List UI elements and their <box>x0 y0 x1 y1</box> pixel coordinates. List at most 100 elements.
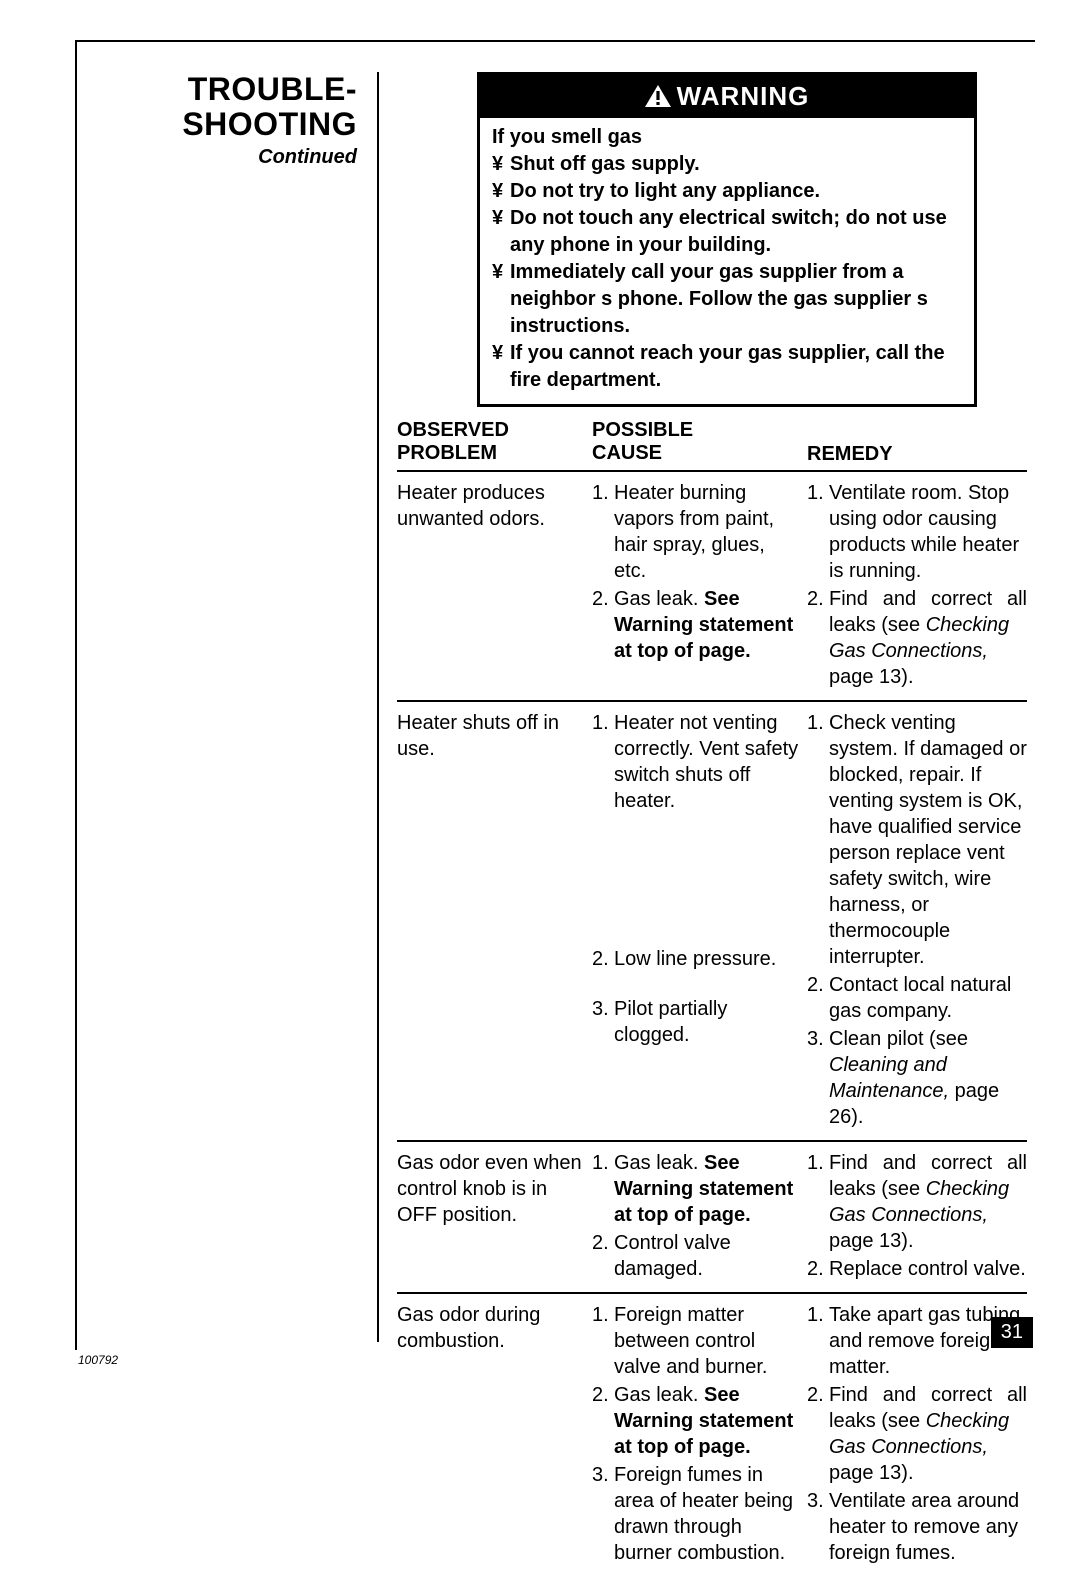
cause-cell: 1.Heater burning vapors from paint, hair… <box>592 480 807 692</box>
cause-item: 2.Control valve damaged. <box>592 1230 799 1282</box>
list-number: 3. <box>807 1026 829 1130</box>
bullet-char: ¥ <box>492 151 510 178</box>
warning-bullet-text: Do not touch any electrical switch; do n… <box>510 205 962 259</box>
remedy-text: Replace control valve. <box>829 1256 1027 1282</box>
list-number: 2. <box>592 946 614 972</box>
warning-bullet-text: Do not try to light any appliance. <box>510 178 962 205</box>
list-number: 3. <box>592 996 614 1048</box>
spacer <box>592 816 799 946</box>
remedy-text: Clean pilot (see Cleaning and Maintenanc… <box>829 1026 1027 1130</box>
list-number: 1. <box>592 480 614 584</box>
list-number: 2. <box>807 1256 829 1282</box>
list-number: 3. <box>592 1462 614 1566</box>
list-number: 1. <box>807 710 829 970</box>
bullet-char: ¥ <box>492 259 510 340</box>
warning-bullet-item: ¥Immediately call your gas supplier from… <box>492 259 962 340</box>
bullet-char: ¥ <box>492 340 510 394</box>
problem-cell: Gas odor during combustion. <box>397 1302 592 1568</box>
cause-text: Foreign fumes in area of heater being dr… <box>614 1462 799 1566</box>
remedy-rest: leaks (see <box>829 614 926 636</box>
warning-bullet-item: ¥Do not try to light any appliance. <box>492 178 962 205</box>
remedy-item: 2.Find and correct allleaks (see Checkin… <box>807 1382 1027 1486</box>
page-frame: TROUBLE- SHOOTING Continued WARNING If y… <box>75 40 1035 1350</box>
header-observed: OBSERVED PROBLEM <box>397 419 592 466</box>
list-number: 1. <box>592 1150 614 1228</box>
warning-header: WARNING <box>480 75 974 118</box>
vertical-rule <box>377 72 379 1342</box>
cause-item: 1.Gas leak. See Warning statement at top… <box>592 1150 799 1228</box>
remedy-text: Ventilate room. Stop using odor causing … <box>829 480 1027 584</box>
remedy-text: Find and correct allleaks (see Checking … <box>829 1150 1027 1254</box>
justified-line: Find and correct all <box>829 586 1027 612</box>
remedy-cell: 1.Check venting system. If damaged or bl… <box>807 710 1027 1132</box>
bullet-char: ¥ <box>492 178 510 205</box>
list-number: 1. <box>807 480 829 584</box>
remedy-item: 2.Contact local natural gas company. <box>807 972 1027 1024</box>
document-id: 100792 <box>78 1353 118 1367</box>
cause-item: 1.Foreign matter between control valve a… <box>592 1302 799 1380</box>
remedy-item: 1.Check venting system. If damaged or bl… <box>807 710 1027 970</box>
list-number: 2. <box>807 586 829 690</box>
cause-text: Foreign matter between control valve and… <box>614 1302 799 1380</box>
remedy-text: Find and correct allleaks (see Checking … <box>829 1382 1027 1486</box>
remedy-rest: leaks (see <box>829 1410 926 1432</box>
problem-cell: Heater shuts off in use. <box>397 710 592 1132</box>
remedy-item: 1.Find and correct allleaks (see Checkin… <box>807 1150 1027 1254</box>
cause-cell: 1.Heater not venting correctly. Vent saf… <box>592 710 807 1132</box>
warning-bullet-item: ¥If you cannot reach your gas supplier, … <box>492 340 962 394</box>
cause-cell: 1.Gas leak. See Warning statement at top… <box>592 1150 807 1284</box>
list-number: 2. <box>592 586 614 664</box>
remedy-text: Check venting system. If damaged or bloc… <box>829 710 1027 970</box>
header-cause-l1: POSSIBLE <box>592 419 693 441</box>
warning-bullet-text: Immediately call your gas supplier from … <box>510 259 962 340</box>
header-cause: POSSIBLE CAUSE <box>592 419 807 466</box>
header-remedy: REMEDY <box>807 419 1027 466</box>
bold-ref: See Warning statement at top of page. <box>614 1152 793 1226</box>
list-number: 2. <box>807 972 829 1024</box>
cause-item: 1.Heater not venting correctly. Vent saf… <box>592 710 799 814</box>
header-observed-l1: OBSERVED <box>397 419 509 441</box>
problem-cell: Gas odor even when control knob is in OF… <box>397 1150 592 1284</box>
remedy-item: 3.Clean pilot (see Cleaning and Maintena… <box>807 1026 1027 1130</box>
cause-item: 2.Gas leak. See Warning statement at top… <box>592 586 799 664</box>
remedy-cell: 1.Find and correct allleaks (see Checkin… <box>807 1150 1027 1284</box>
cause-text: Heater burning vapors from paint, hair s… <box>614 480 799 584</box>
cause-text: Control valve damaged. <box>614 1230 799 1282</box>
cause-text: Gas leak. See Warning statement at top o… <box>614 1150 799 1228</box>
cause-text: Gas leak. See Warning statement at top o… <box>614 1382 799 1460</box>
warning-bullet-text: If you cannot reach your gas supplier, c… <box>510 340 962 394</box>
warning-bullet-text: Shut off gas supply. <box>510 151 962 178</box>
warning-triangle-icon <box>645 85 671 107</box>
header-observed-l2: PROBLEM <box>397 442 497 464</box>
cause-item: 3.Foreign fumes in area of heater being … <box>592 1462 799 1566</box>
list-number: 1. <box>592 1302 614 1380</box>
list-number: 1. <box>807 1302 829 1380</box>
cause-item: 1.Heater burning vapors from paint, hair… <box>592 480 799 584</box>
list-number: 3. <box>807 1488 829 1566</box>
section-title: TROUBLE- SHOOTING <box>147 72 357 142</box>
list-number: 2. <box>807 1382 829 1486</box>
remedy-item: 2.Find and correct allleaks (see Checkin… <box>807 586 1027 690</box>
section-title-block: TROUBLE- SHOOTING Continued <box>147 72 357 169</box>
cause-item: 3.Pilot partially clogged. <box>592 996 799 1048</box>
content-area: WARNING If you smell gas ¥Shut off gas s… <box>397 72 1027 1576</box>
cause-text: Heater not venting correctly. Vent safet… <box>614 710 799 814</box>
list-number: 1. <box>592 710 614 814</box>
cause-text: Low line pressure. <box>614 946 799 972</box>
table-row: Heater produces unwanted odors.1.Heater … <box>397 472 1027 702</box>
warning-header-text: WARNING <box>677 81 810 111</box>
cause-item: 2.Gas leak. See Warning statement at top… <box>592 1382 799 1460</box>
troubleshooting-table: OBSERVED PROBLEM POSSIBLE CAUSE REMEDY H… <box>397 419 1027 1576</box>
table-header-row: OBSERVED PROBLEM POSSIBLE CAUSE REMEDY <box>397 419 1027 472</box>
warning-intro: If you smell gas <box>492 124 962 151</box>
cause-text: Gas leak. See Warning statement at top o… <box>614 586 799 664</box>
title-line1: TROUBLE- <box>188 71 357 107</box>
bullet-char: ¥ <box>492 205 510 259</box>
header-cause-l2: CAUSE <box>592 442 662 464</box>
remedy-item: 2.Replace control valve. <box>807 1256 1027 1282</box>
title-line2: SHOOTING <box>182 106 357 142</box>
remedy-item: 1.Ventilate room. Stop using odor causin… <box>807 480 1027 584</box>
remedy-cell: 1.Ventilate room. Stop using odor causin… <box>807 480 1027 692</box>
warning-box: WARNING If you smell gas ¥Shut off gas s… <box>477 72 977 407</box>
cause-text: Pilot partially clogged. <box>614 996 799 1048</box>
